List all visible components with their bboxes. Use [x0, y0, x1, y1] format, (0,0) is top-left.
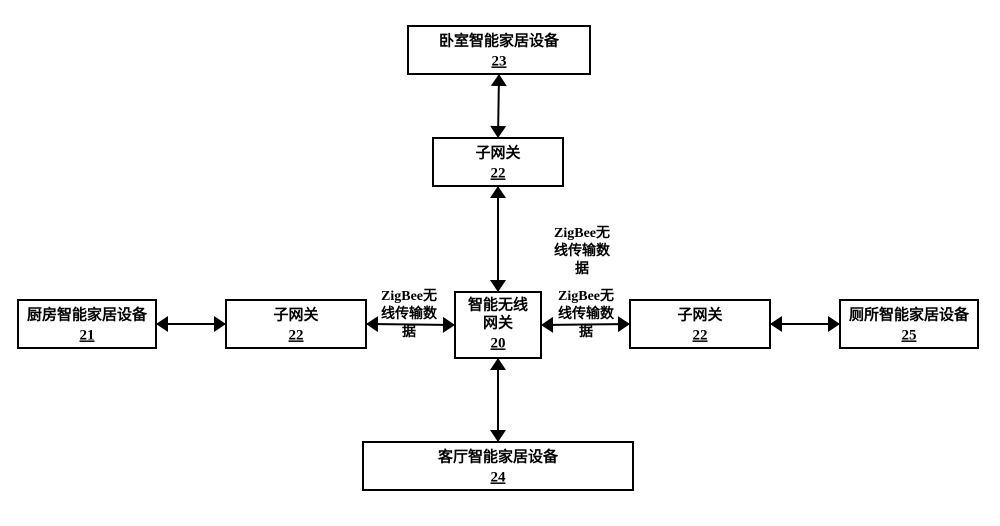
- label-top-3: 据: [575, 260, 589, 277]
- node-left_gw-l1: 子网关: [273, 305, 318, 323]
- node-right_dev-num: 25: [902, 327, 917, 343]
- node-top_dev-num: 23: [492, 53, 507, 69]
- node-top_gw-l1: 子网关: [475, 143, 520, 161]
- node-bot_dev-num: 24: [491, 469, 507, 485]
- node-top_dev-l1: 卧室智能家居设备: [439, 31, 560, 49]
- label-top-2: 线传输数: [554, 242, 611, 259]
- node-right_gw-num: 22: [693, 327, 708, 343]
- node-center-l1: 智能无线: [468, 295, 528, 313]
- node-right_dev-l1: 厕所智能家居设备: [849, 305, 970, 323]
- node-left_dev-l1: 厨房智能家居设备: [27, 305, 148, 323]
- label-left-2: 线传输数: [381, 305, 438, 322]
- label-left-3: 据: [402, 323, 416, 340]
- node-left_dev-num: 21: [80, 327, 95, 343]
- node-bot_dev-l1: 客厅智能家居设备: [437, 447, 559, 465]
- label-right-1: ZigBee无: [558, 288, 614, 304]
- label-right-3: 据: [579, 323, 593, 340]
- node-center-l2: 网关: [483, 313, 513, 331]
- label-left-1: ZigBee无: [381, 288, 437, 304]
- node-top_gw-num: 22: [491, 165, 506, 181]
- label-top-1: ZigBee无: [554, 225, 610, 241]
- node-left_gw-num: 22: [289, 327, 304, 343]
- node-center-num: 20: [491, 335, 506, 351]
- node-right_gw-l1: 子网关: [677, 305, 722, 323]
- label-right-2: 线传输数: [558, 305, 615, 322]
